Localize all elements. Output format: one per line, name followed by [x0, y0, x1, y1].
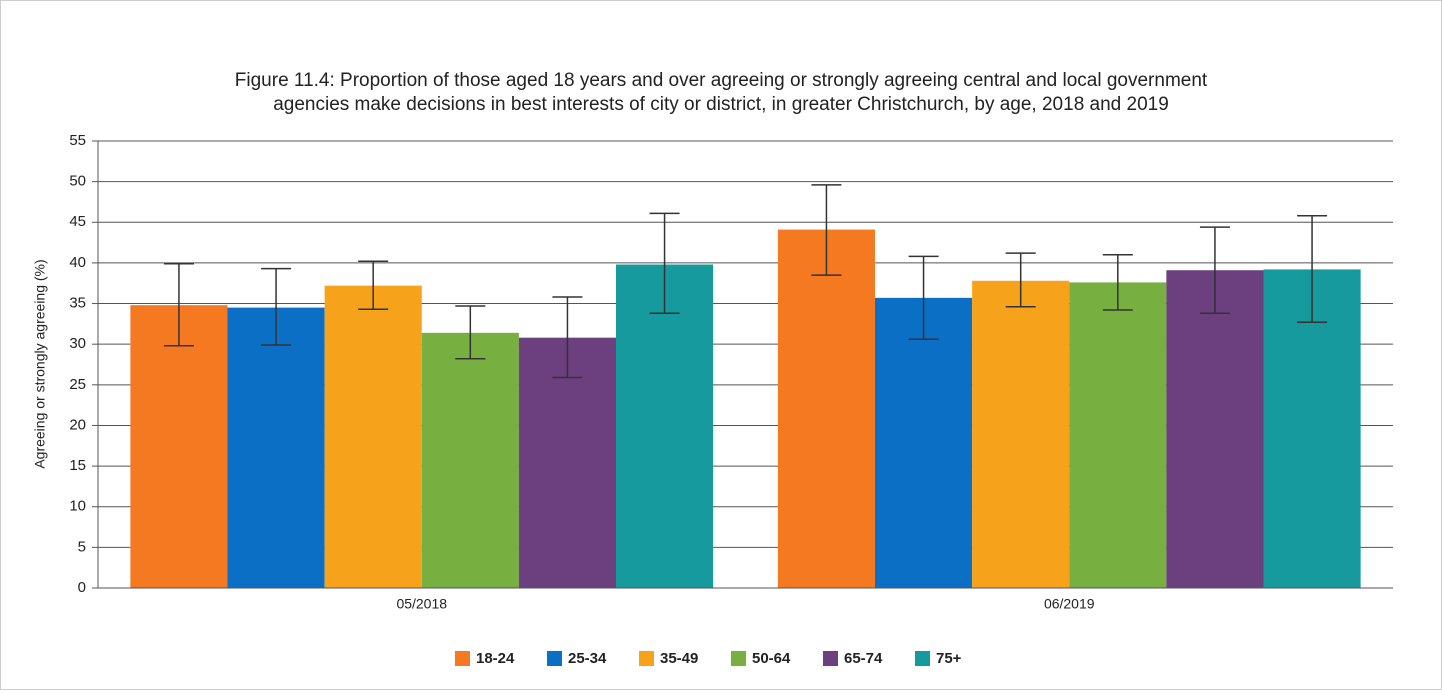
legend-label: 18-24 [476, 650, 515, 667]
y-tick-label: 5 [78, 538, 86, 555]
y-axis-label: Agreeing or strongly agreeing (%) [32, 259, 48, 468]
bar [227, 307, 325, 588]
y-tick-label: 20 [69, 416, 86, 433]
y-tick-label: 25 [69, 376, 86, 393]
legend-swatch [915, 651, 930, 666]
y-tick-label: 15 [69, 457, 86, 474]
bar [130, 305, 228, 588]
legend-swatch [639, 651, 654, 666]
legend-label: 25-34 [568, 650, 607, 667]
legend-swatch [455, 651, 470, 666]
bar [421, 332, 519, 588]
bar [518, 337, 616, 588]
y-tick-label: 45 [69, 213, 86, 230]
y-tick-label: 10 [69, 498, 86, 515]
legend-label: 75+ [936, 650, 962, 667]
legend-swatch [731, 651, 746, 666]
chart-title: agencies make decisions in best interest… [273, 94, 1169, 115]
legend-swatch [547, 651, 562, 666]
y-tick-label: 30 [69, 335, 86, 352]
y-tick-label: 50 [69, 173, 86, 190]
bar [1166, 270, 1264, 588]
legend-label: 65-74 [844, 650, 883, 667]
legend-label: 35-49 [660, 650, 698, 667]
bar [875, 297, 973, 588]
bar [616, 264, 714, 588]
y-tick-label: 35 [69, 295, 86, 312]
y-tick-label: 55 [69, 132, 86, 149]
y-tick-label: 0 [78, 579, 86, 596]
bar [1069, 282, 1167, 588]
x-tick-label: 05/2018 [396, 596, 447, 612]
bar [777, 229, 875, 588]
bar [324, 285, 422, 588]
x-tick-label: 06/2019 [1044, 596, 1095, 612]
chart-title: Figure 11.4: Proportion of those aged 18… [235, 70, 1208, 91]
y-tick-label: 40 [69, 254, 86, 271]
legend-label: 50-64 [752, 650, 791, 667]
bar [972, 280, 1070, 588]
legend-swatch [823, 651, 838, 666]
